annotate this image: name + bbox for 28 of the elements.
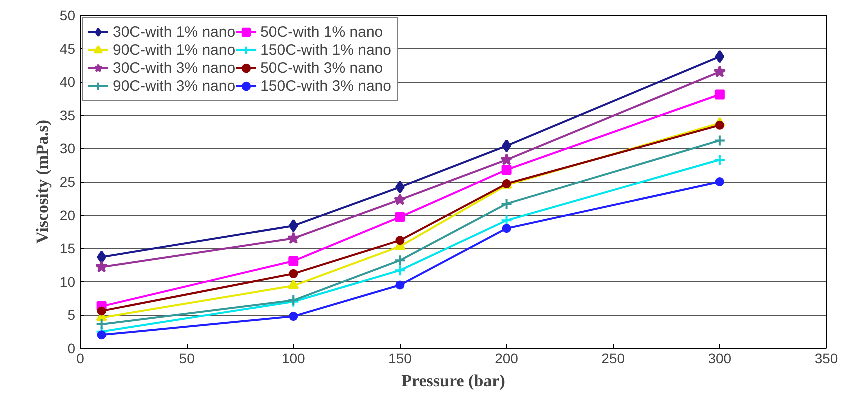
x-tick-label: 100 — [282, 350, 306, 366]
y-tick-label: 10 — [60, 274, 76, 290]
x-tick-label: 250 — [602, 350, 626, 366]
legend-label: 150C-with 1% nano — [260, 41, 392, 59]
y-tick-label: 25 — [60, 174, 76, 190]
legend-label: 50C-with 1% nano — [260, 23, 384, 41]
y-tick-label: 5 — [68, 307, 76, 324]
y-tick-label: 20 — [60, 207, 76, 224]
y-axis-title: Viscosity (mPa.s) — [32, 120, 52, 244]
y-tick-label: 30 — [60, 140, 76, 157]
x-tick-label: 300 — [708, 350, 732, 366]
y-tick-label: 40 — [60, 74, 76, 90]
legend-label: 30C-with 1% nano — [113, 23, 236, 41]
legend-label: 50C-with 3% nano — [260, 59, 384, 77]
y-tick-label: 35 — [60, 107, 76, 124]
legend-label: 90C-with 3% nano — [113, 77, 236, 95]
y-tick-label: 0 — [68, 340, 76, 356]
x-tick-label: 350 — [814, 350, 838, 366]
y-tick-label: 45 — [60, 40, 76, 57]
x-tick-label: 200 — [495, 350, 519, 366]
y-tick-label: 50 — [60, 8, 76, 24]
legend-label: 90C-with 1% nano — [113, 41, 236, 59]
legend-label: 150C-with 3% nano — [260, 77, 392, 95]
x-tick-label: 150 — [388, 350, 412, 366]
legend-label: 30C-with 3% nano — [113, 59, 236, 77]
x-tick-label: 50 — [179, 350, 196, 366]
y-tick-label: 15 — [60, 240, 76, 257]
x-axis-title: Pressure (bar) — [402, 372, 506, 390]
